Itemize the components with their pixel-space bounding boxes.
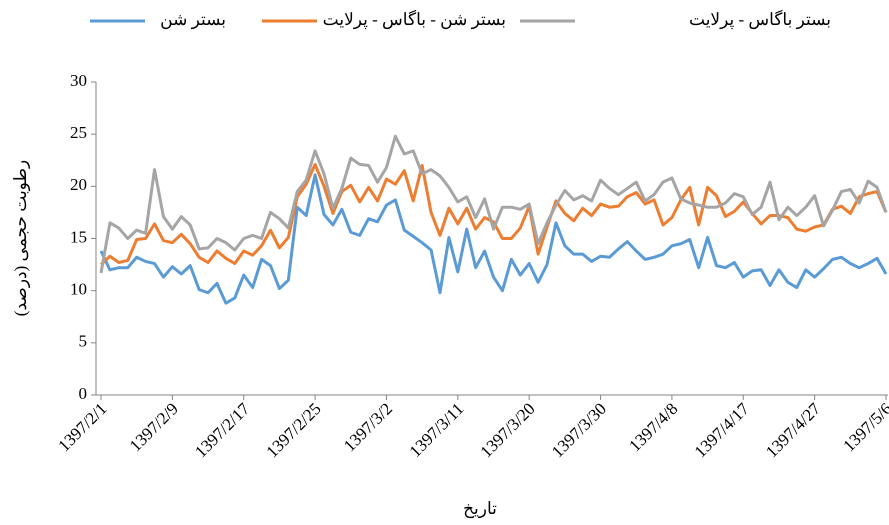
legend-label: بستر شن - باگاس - پرلایت bbox=[323, 9, 506, 30]
y-tick-label: 25 bbox=[70, 123, 87, 142]
x-tick-label: 1397/2/9 bbox=[126, 399, 182, 455]
x-axis-label: تاریخ bbox=[463, 499, 497, 519]
x-tick-label: 1397/3/2 bbox=[340, 399, 396, 455]
x-tick-label: 1397/3/30 bbox=[548, 399, 610, 461]
x-tick-label: 1397/3/20 bbox=[477, 399, 539, 461]
y-tick-label: 30 bbox=[70, 71, 87, 90]
x-tick-label: 1397/4/8 bbox=[625, 399, 681, 455]
y-tick-label: 5 bbox=[79, 332, 88, 351]
x-tick-label: 1397/4/17 bbox=[691, 399, 754, 462]
x-tick-label: 1397/3/11 bbox=[406, 399, 468, 461]
x-tick-label: 1397/2/25 bbox=[262, 399, 324, 461]
legend-label: بستر باگاس - پرلایت bbox=[689, 9, 831, 30]
series-line bbox=[99, 134, 888, 274]
series-line bbox=[99, 173, 888, 305]
y-axis-label: رطوبت حجمی (درصد) bbox=[11, 160, 31, 316]
series-line bbox=[99, 162, 888, 266]
x-tick-label: 1397/2/17 bbox=[191, 399, 254, 462]
y-tick-label: 0 bbox=[79, 384, 88, 403]
legend-label: بستر شن bbox=[160, 10, 226, 30]
y-tick-label: 10 bbox=[70, 280, 87, 299]
y-tick-label: 15 bbox=[70, 227, 87, 246]
x-tick-label: 1397/5/6 bbox=[839, 399, 889, 455]
x-tick-label: 1397/2/1 bbox=[54, 399, 110, 455]
y-tick-label: 20 bbox=[70, 175, 87, 194]
x-tick-label: 1397/4/27 bbox=[762, 399, 825, 462]
